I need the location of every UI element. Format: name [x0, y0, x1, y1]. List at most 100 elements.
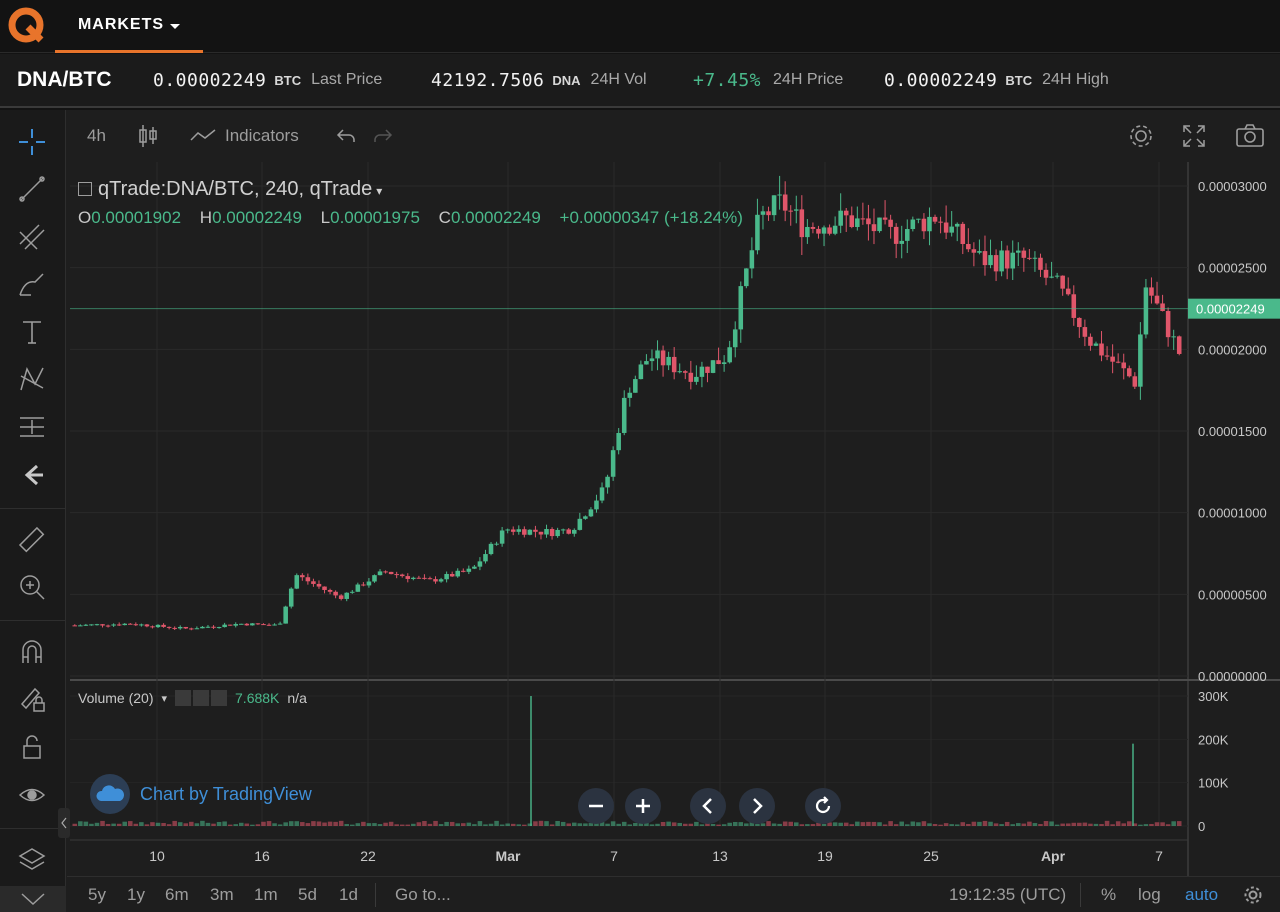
- volume-legend[interactable]: Volume (20) ▾ 7.688K n/a: [78, 690, 307, 706]
- percent-toggle[interactable]: %: [1101, 885, 1117, 904]
- candle-body: [161, 624, 166, 627]
- volume-na: n/a: [287, 690, 307, 706]
- reset-chart-button[interactable]: [805, 788, 841, 824]
- candle-body: [1154, 295, 1160, 304]
- high-unit: BTC: [1005, 72, 1033, 88]
- zoom-out-button[interactable]: [578, 788, 614, 824]
- markets-menu[interactable]: MARKETS: [55, 0, 203, 53]
- candle-body: [738, 286, 744, 330]
- candle-body: [227, 624, 233, 626]
- candle-body: [1110, 356, 1115, 362]
- fullscreen-icon[interactable]: [1181, 120, 1207, 152]
- candle-body: [399, 574, 405, 577]
- range-6m[interactable]: 6m: [165, 885, 189, 904]
- volume-bar: [322, 822, 327, 826]
- scroll-right-button[interactable]: [739, 788, 775, 824]
- candle-body: [1104, 355, 1110, 357]
- range-1y[interactable]: 1y: [127, 885, 145, 904]
- candle-body: [1176, 336, 1182, 354]
- redo-icon[interactable]: [372, 120, 394, 152]
- volume-bar: [1038, 824, 1043, 826]
- candle-body: [1071, 294, 1077, 318]
- toolbar-divider: [0, 508, 66, 509]
- collapse-toolbar-button[interactable]: [0, 886, 66, 912]
- volume-bar: [422, 821, 427, 826]
- range-1m[interactable]: 1m: [254, 885, 278, 904]
- toolbar-divider: [0, 620, 66, 621]
- volume-bar: [982, 820, 988, 826]
- candle-body: [644, 361, 649, 365]
- candle-body: [971, 249, 977, 253]
- expand-toolbar-handle[interactable]: [58, 808, 70, 838]
- ticker-bar: DNA/BTC 0.00002249 BTC Last Price 42192.…: [0, 54, 1280, 108]
- volume-bar: [288, 821, 294, 826]
- volume-bar: [327, 821, 333, 826]
- range-1d[interactable]: 1d: [339, 885, 358, 904]
- pattern-icon[interactable]: [15, 362, 49, 396]
- last-price-stat: 0.00002249 BTC Last Price: [153, 54, 382, 106]
- back-arrow-icon[interactable]: [15, 458, 49, 492]
- price-chart[interactable]: 0.00003000 0.00002500 0.00002000 0.00001500…: [0, 110, 1280, 912]
- volume-bars: [72, 696, 1182, 826]
- range-5y[interactable]: 5y: [88, 885, 106, 904]
- volume-bar: [938, 824, 943, 826]
- goto-button[interactable]: Go to...: [395, 885, 451, 904]
- qtrade-logo[interactable]: [8, 7, 44, 43]
- range-5d[interactable]: 5d: [298, 885, 317, 904]
- eye-icon[interactable]: [15, 778, 49, 812]
- layers-icon[interactable]: [15, 842, 49, 876]
- candle-body: [505, 529, 510, 531]
- close-icon[interactable]: [211, 690, 228, 706]
- candle-body: [649, 358, 655, 362]
- volume-bar: [988, 821, 993, 826]
- volume-bar: [272, 823, 277, 826]
- indicators-button[interactable]: Indicators: [189, 120, 299, 152]
- candle-body: [338, 595, 344, 599]
- lock-drawing-icon[interactable]: [15, 682, 49, 716]
- brush-icon[interactable]: [15, 268, 49, 302]
- volume-bar: [361, 821, 366, 826]
- volume-bar: [827, 822, 832, 826]
- measure-levels-icon[interactable]: [15, 410, 49, 444]
- volume-bar: [860, 822, 866, 826]
- zoom-in-button[interactable]: [625, 788, 661, 824]
- range-3m[interactable]: 3m: [210, 885, 234, 904]
- candle-body: [805, 226, 810, 238]
- refresh-icon: [815, 796, 831, 814]
- time-tick-label: Mar: [496, 848, 521, 864]
- volume-bar: [1010, 824, 1015, 826]
- volume-bar: [1054, 824, 1060, 826]
- ruler-icon[interactable]: [15, 523, 49, 557]
- scroll-left-button[interactable]: [690, 788, 726, 824]
- zoom-in-icon[interactable]: [15, 570, 49, 604]
- volume-bar: [305, 823, 311, 826]
- volume-bar: [1082, 822, 1088, 826]
- volume-bar: [89, 823, 94, 826]
- magnet-icon[interactable]: [15, 635, 49, 669]
- undo-icon[interactable]: [335, 120, 357, 152]
- text-tool-icon[interactable]: [15, 315, 49, 349]
- tradingview-link[interactable]: Chart by TradingView: [140, 783, 312, 804]
- interval-selector[interactable]: 4h: [87, 126, 106, 145]
- pitchfork-icon[interactable]: [15, 220, 49, 254]
- candle-body: [499, 530, 505, 544]
- settings-icon[interactable]: [1127, 120, 1155, 152]
- crosshair-icon[interactable]: [15, 125, 49, 159]
- auto-toggle[interactable]: auto: [1185, 885, 1219, 904]
- trend-line-icon[interactable]: [15, 172, 49, 206]
- candlestick-icon[interactable]: [137, 120, 159, 152]
- collapse-icon[interactable]: [78, 182, 92, 196]
- volume-stat: 42192.7506 DNA 24H Vol: [431, 54, 647, 106]
- low-label: L: [320, 208, 331, 227]
- eye-icon[interactable]: [175, 690, 192, 706]
- price-change-value: +7.45%: [693, 69, 762, 91]
- unlock-icon[interactable]: [15, 730, 49, 764]
- gear-icon[interactable]: [1243, 877, 1263, 912]
- camera-icon[interactable]: [1235, 120, 1265, 152]
- log-toggle[interactable]: log: [1138, 885, 1161, 904]
- tradingview-badge[interactable]: Chart by TradingView: [90, 774, 312, 814]
- series-legend[interactable]: qTrade:DNA/BTC, 240, qTrade ▾: [78, 178, 382, 201]
- gear-icon[interactable]: [193, 690, 210, 706]
- price-tick-label: 0.00000500: [1198, 587, 1267, 602]
- candle-body: [1004, 250, 1010, 269]
